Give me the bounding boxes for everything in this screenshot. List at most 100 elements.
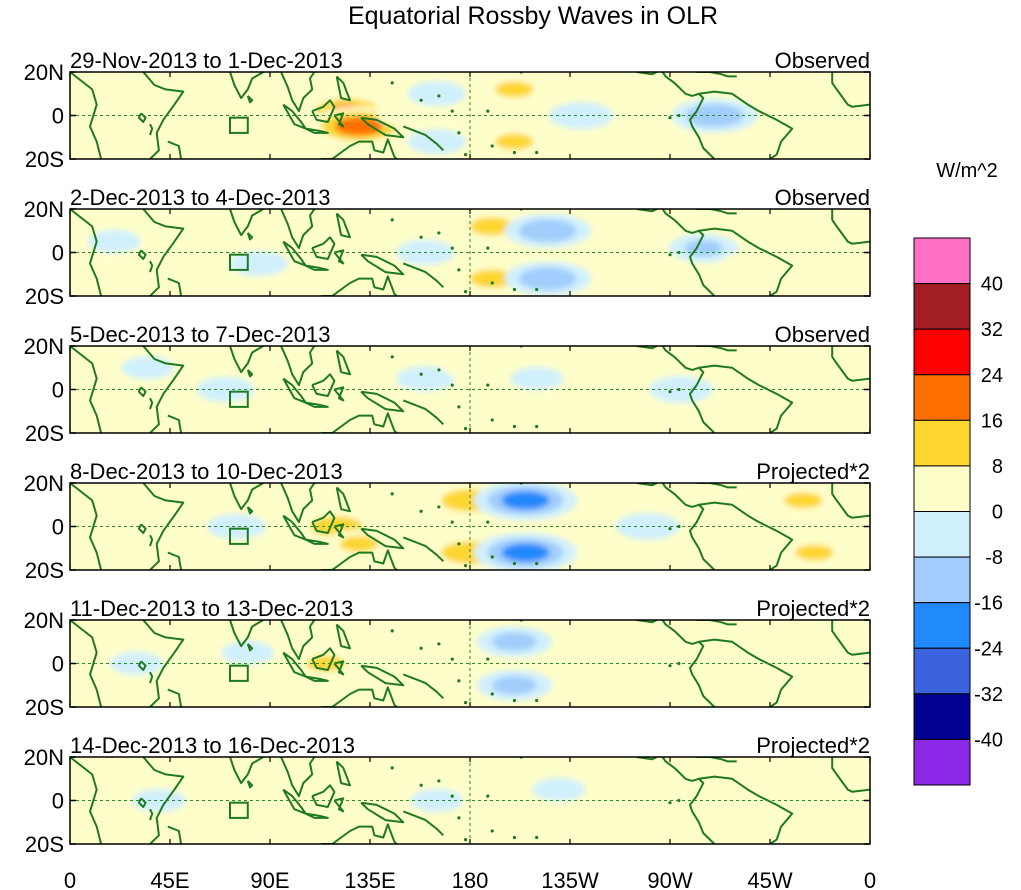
anomaly-feature <box>476 626 553 658</box>
y-tick-label: 20N <box>24 334 64 359</box>
island <box>419 509 423 513</box>
anomaly-contour <box>501 543 550 562</box>
island <box>512 698 517 703</box>
island <box>463 427 468 431</box>
coastline <box>636 483 716 570</box>
x-tick-label: 90E <box>250 868 289 890</box>
island <box>450 383 454 387</box>
island <box>450 246 454 250</box>
y-tick-label: 20S <box>25 558 64 583</box>
region-box <box>229 253 249 271</box>
island <box>668 664 672 668</box>
panel-status-label: Projected*2 <box>756 733 870 758</box>
anomaly-feature <box>532 777 586 802</box>
coastline <box>402 536 445 563</box>
anomaly-contour <box>491 676 538 695</box>
anomaly-feature <box>622 778 673 801</box>
coastline <box>70 209 103 296</box>
island <box>390 492 394 496</box>
island <box>535 287 539 292</box>
anomaly-contour <box>418 677 477 703</box>
island <box>457 268 461 272</box>
y-tick-label: 20S <box>25 695 64 720</box>
x-tick-label: 135W <box>541 868 599 890</box>
island <box>457 542 461 546</box>
island <box>463 701 468 705</box>
island <box>490 281 494 285</box>
anomaly-contour <box>784 492 823 509</box>
anomaly-feature <box>473 532 578 570</box>
coastline <box>142 346 185 433</box>
coastline <box>229 72 264 100</box>
coastline <box>229 346 264 374</box>
anomaly-contour <box>207 513 266 540</box>
coastline <box>280 346 316 387</box>
anomaly-contour <box>491 632 538 651</box>
anomaly-contour <box>132 86 186 110</box>
anomaly-feature <box>418 677 477 703</box>
coastline <box>229 620 264 648</box>
anomaly-feature <box>718 383 777 409</box>
coastlines <box>70 346 870 433</box>
anomaly-blobs <box>132 777 850 818</box>
anomaly-feature <box>307 366 366 392</box>
island <box>486 657 490 661</box>
coastline <box>360 527 405 550</box>
x-tick-label: 0 <box>64 868 76 890</box>
coastline <box>137 523 147 534</box>
anomaly-feature <box>121 356 175 380</box>
island <box>512 287 517 292</box>
coastline <box>282 514 307 541</box>
island <box>486 794 490 798</box>
panel-status-label: Observed <box>775 322 870 347</box>
colorbar-swatch <box>913 465 971 512</box>
anomaly-feature <box>601 82 650 105</box>
coastline <box>137 386 147 397</box>
coastline <box>696 620 737 626</box>
anomaly-contour <box>495 81 534 98</box>
coastline <box>142 620 185 707</box>
coastline <box>321 275 398 296</box>
colorbar-label: 40 <box>981 274 1003 296</box>
coastline <box>311 99 336 123</box>
anomaly-feature <box>132 86 186 110</box>
panels-group: 20N 0 20S 29-Nov-2013 to 1-Dec-2013 Observed… <box>24 48 871 857</box>
island <box>419 98 423 102</box>
island <box>390 355 394 359</box>
anomaly-feature <box>473 483 578 521</box>
coastline <box>333 249 345 265</box>
coastline <box>282 103 307 130</box>
anomaly-contour <box>121 356 175 380</box>
anomaly-contour <box>622 778 673 801</box>
coastline <box>137 112 147 123</box>
island <box>457 405 461 409</box>
coastline <box>831 72 870 108</box>
anomaly-contour <box>774 683 833 707</box>
y-tick-label: 0 <box>52 652 64 677</box>
coastline <box>831 620 870 656</box>
panel-status-label: Projected*2 <box>756 459 870 484</box>
coastline <box>335 212 351 239</box>
y-tick-label: 0 <box>52 515 64 540</box>
anomaly-contour <box>510 366 564 391</box>
island <box>390 766 394 770</box>
colorbar-swatch <box>913 374 971 421</box>
island <box>490 144 494 148</box>
coastline <box>229 757 264 785</box>
island <box>437 94 441 98</box>
island <box>512 150 517 155</box>
panel-status-label: Projected*2 <box>756 596 870 621</box>
anomaly-contour <box>196 376 255 403</box>
coastline <box>636 72 716 159</box>
island <box>437 779 441 783</box>
anomaly-contour <box>469 217 515 236</box>
coastline <box>149 534 154 547</box>
anomaly-contour <box>721 251 775 276</box>
colorbar-label: -16 <box>974 593 1003 615</box>
coastline <box>636 757 716 844</box>
x-tick-label: 90W <box>647 868 692 890</box>
coastline <box>305 812 329 819</box>
island <box>390 218 394 222</box>
island <box>457 131 461 135</box>
colorbar-label: 0 <box>992 502 1003 524</box>
